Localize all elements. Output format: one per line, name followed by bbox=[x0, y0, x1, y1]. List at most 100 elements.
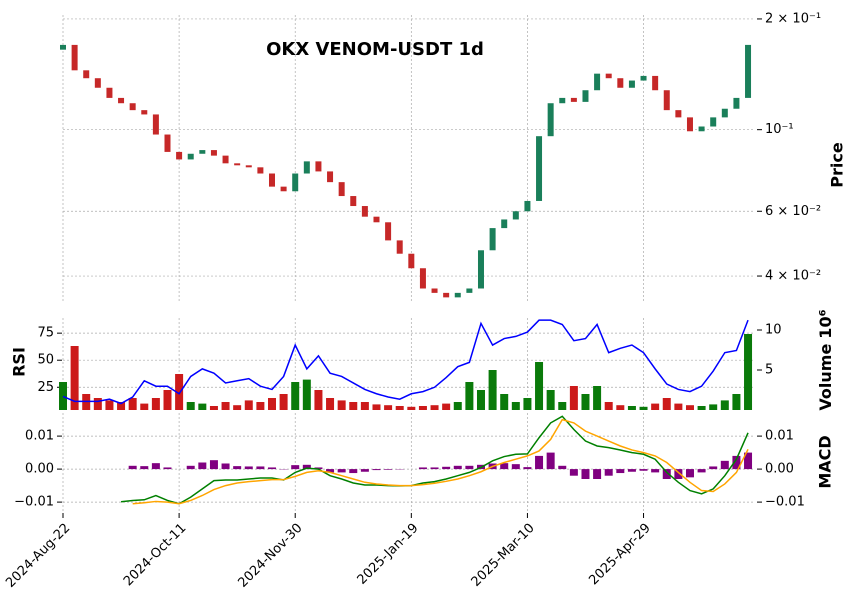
volume-bar bbox=[488, 370, 497, 410]
volume-bar bbox=[360, 402, 369, 410]
candle bbox=[512, 211, 519, 220]
volume-bar bbox=[337, 400, 346, 410]
volume-bar bbox=[616, 405, 625, 410]
candle bbox=[303, 161, 310, 174]
volume-bar bbox=[465, 382, 474, 410]
volume-bar bbox=[697, 406, 706, 410]
volume-bar bbox=[546, 390, 555, 410]
candle bbox=[257, 167, 264, 174]
histogram-bar bbox=[267, 467, 276, 470]
volume-bar bbox=[407, 406, 416, 410]
y-tick-label: 0.00 bbox=[25, 462, 54, 477]
volume-bar bbox=[523, 398, 532, 410]
volume-bar bbox=[627, 406, 636, 410]
volume-bar bbox=[639, 406, 648, 410]
y2-tick-label: 5 bbox=[765, 363, 773, 378]
volume-bar bbox=[105, 400, 114, 410]
histogram-bar bbox=[744, 452, 753, 470]
volume-bar bbox=[279, 394, 288, 410]
axis-offset: 10⁶ bbox=[816, 309, 835, 338]
candle bbox=[71, 44, 78, 71]
x-tick-label: 2024-Aug-22 bbox=[3, 521, 73, 591]
y-tick-label: 0.00 bbox=[765, 462, 794, 477]
axis-label: Volume 10⁶ bbox=[816, 309, 835, 410]
x-tick-label: 2024-Oct-11 bbox=[121, 521, 189, 589]
histogram-bar bbox=[639, 469, 648, 471]
histogram-bar bbox=[326, 469, 335, 473]
candle bbox=[280, 186, 287, 192]
histogram-bar bbox=[709, 466, 718, 470]
volume-bar bbox=[720, 400, 729, 410]
histogram-bar bbox=[209, 460, 218, 470]
volume-bar bbox=[209, 406, 218, 410]
volume-bar bbox=[511, 402, 520, 410]
candle bbox=[628, 80, 635, 88]
candle bbox=[582, 90, 589, 102]
candle bbox=[477, 250, 484, 289]
histogram-bar bbox=[523, 467, 532, 470]
histogram-bar bbox=[453, 465, 462, 470]
x-tick-label: 2025-Jan-19 bbox=[355, 521, 422, 588]
volume-bar bbox=[442, 403, 451, 410]
histogram-bar bbox=[256, 466, 265, 470]
histogram-bar bbox=[302, 464, 311, 470]
histogram-bar bbox=[198, 462, 207, 470]
candle bbox=[129, 103, 136, 111]
candle bbox=[710, 117, 717, 127]
volume-bar bbox=[128, 398, 137, 410]
y-tick-label: 0.01 bbox=[765, 429, 794, 444]
candle bbox=[315, 161, 322, 172]
candle bbox=[559, 97, 566, 104]
histogram-bar bbox=[674, 469, 683, 479]
y-tick-label: 0.01 bbox=[25, 429, 54, 444]
candle bbox=[210, 150, 217, 156]
volume-bar bbox=[326, 398, 335, 410]
volume-bar bbox=[395, 406, 404, 410]
candle bbox=[454, 292, 461, 298]
y-tick-label: −0.01 bbox=[765, 495, 805, 510]
y-tick-label: 10⁻¹ bbox=[765, 122, 794, 137]
volume-bar bbox=[267, 398, 276, 410]
candle bbox=[396, 240, 403, 254]
candle bbox=[60, 44, 66, 50]
volume-bar bbox=[256, 402, 265, 410]
candle bbox=[733, 97, 740, 109]
x-tick-label: 2025-Apr-29 bbox=[586, 521, 653, 588]
candle bbox=[570, 97, 577, 102]
candle bbox=[292, 173, 299, 192]
candle bbox=[338, 182, 345, 197]
volume-bar bbox=[186, 402, 195, 410]
candle bbox=[245, 165, 252, 168]
y-tick-label: 4 × 10⁻² bbox=[765, 269, 821, 284]
candle bbox=[489, 228, 496, 251]
candle bbox=[594, 73, 601, 91]
histogram-bar bbox=[430, 467, 439, 470]
histogram-bar bbox=[465, 465, 474, 470]
histogram-bar bbox=[535, 455, 544, 470]
volume-bar bbox=[302, 379, 311, 410]
candle bbox=[524, 200, 531, 212]
volume-bar bbox=[349, 402, 358, 410]
candle bbox=[652, 75, 659, 91]
axis-label: Volume bbox=[816, 344, 835, 411]
candle bbox=[663, 90, 670, 111]
histogram-bar bbox=[593, 469, 602, 479]
candle bbox=[141, 110, 148, 115]
x-tick-label: 2024-Nov-30 bbox=[235, 521, 305, 591]
candle bbox=[721, 108, 728, 118]
y-tick-label: 25 bbox=[37, 380, 54, 395]
volume-bar bbox=[476, 390, 485, 410]
axis-label: RSI bbox=[10, 347, 29, 377]
candle bbox=[152, 114, 159, 135]
axis-label: MACD bbox=[816, 435, 835, 488]
volume-bar bbox=[291, 382, 300, 410]
histogram-bar bbox=[186, 465, 195, 470]
candle bbox=[408, 253, 415, 269]
volume-bar bbox=[70, 346, 79, 410]
candle bbox=[686, 117, 693, 132]
candle bbox=[176, 151, 183, 160]
candle bbox=[617, 78, 624, 88]
candle bbox=[94, 78, 101, 88]
volume-bar bbox=[732, 394, 741, 410]
histogram-bar bbox=[349, 469, 358, 474]
